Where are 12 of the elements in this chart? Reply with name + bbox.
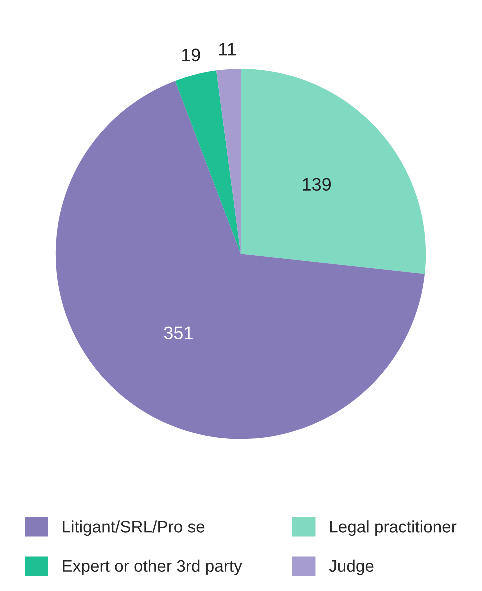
pie-slice: [56, 81, 425, 440]
pie-slice: [175, 70, 241, 254]
legend-label: Judge: [329, 560, 374, 576]
data-label: 19: [182, 48, 200, 62]
pie-slice: [216, 69, 241, 254]
legend-label: Legal practitioner: [330, 520, 457, 536]
data-label: 11: [219, 43, 236, 56]
data-label: 351: [164, 326, 193, 340]
pie-slice: [241, 69, 426, 274]
legend-label: Litigant/SRL/Pro se: [63, 520, 205, 536]
legend-label: Expert or other 3rd party: [63, 560, 242, 576]
data-label: 139: [303, 178, 331, 192]
